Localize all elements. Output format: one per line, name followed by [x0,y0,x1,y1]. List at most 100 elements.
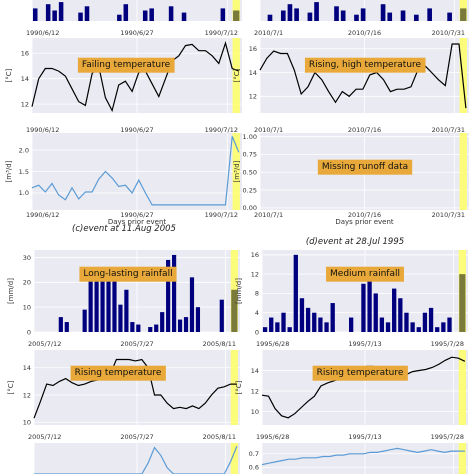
panel-d-rain: 0 4 8 12 16 [mm/d] 1995/6/28 1995/7/13 1995/7/28… [235,250,468,348]
series-line [31,136,240,206]
rain-bar [148,327,153,332]
rain-bar [293,254,298,332]
rain-bar [416,327,421,332]
event-rain-bar [231,289,238,332]
annotation-note: Missing runoff data [322,162,408,172]
x-tick-label: 1990/7/12 [205,126,238,134]
annotation-note: Rising temperature [75,368,162,378]
rain-bar [195,307,201,332]
rain-bar [160,312,165,332]
annotation-box [77,57,175,73]
rain-bar [269,317,274,332]
panel-a-temp: 12 14 16 [°C] 1990/6/12 1990/6/27 1990/7/12 Fai… [5,38,242,134]
y-tick-label: 2.0 [19,146,29,154]
rain-bar [441,322,446,332]
rain-bar [314,2,319,21]
y-tick-label: 12 [251,270,259,278]
rain-bar [118,304,123,332]
rain-bar [287,327,292,332]
rain-bar [287,4,293,21]
y-tick-label: 10 [251,408,259,416]
panel-c-runoff [33,443,240,474]
annotation-note: Rising, high temperature [309,60,422,70]
y-tick-label: 16 [21,50,29,58]
y-axis-label: [°C] [233,68,241,82]
caption-c: (c)event at 11.Aug 2005 [72,224,176,234]
x-tick-label: 2005/7/12 [28,340,61,348]
rain-bar [58,317,63,332]
rain-bar [172,254,177,332]
y-tick-label: 12 [251,387,259,395]
panel-c-rain: 0 10 20 30 [mm/d] 2005/7/12 2005/7/27 2005/8/11… [7,250,240,348]
rain-bar [387,12,393,21]
event-highlight [230,443,238,474]
rain-bar [385,322,391,332]
rain-bar [154,324,159,332]
rain-bar [112,274,117,332]
x-tick-label: 2005/8/11 [203,340,236,348]
y-tick-label: 1.0 [19,189,29,197]
series-line [259,43,467,109]
x-tick-label: 2005/7/27 [120,340,153,348]
y-tick-label: 30 [23,254,31,262]
rain-bar [82,309,87,332]
y-tick-label: 0 [255,328,259,336]
y-tick-label: 0.7 [249,450,259,458]
y-tick-label: 16 [251,251,259,259]
rain-bar [318,317,323,332]
rain-bar [354,14,359,21]
series-line [31,40,240,113]
y-axis-label: [mm/d] [7,278,15,304]
x-tick-label: 1990/6/12 [26,211,59,219]
y-tick-label: 0.50 [243,169,257,177]
rain-bar [136,324,141,332]
annotation-box [79,266,177,282]
y-tick-label: 12 [23,391,31,399]
rain-bar [348,317,354,332]
rain-bar [435,327,440,332]
rain-bar [428,307,434,332]
rain-bar [267,14,273,21]
event-rain-bar [459,274,466,332]
rain-bar [130,322,135,332]
y-tick-label: 20 [23,279,31,287]
rain-bar [32,8,38,21]
x-tick-label: 2010/7/31 [432,126,465,134]
rain-bar [400,10,406,21]
x-tick-label: 1990/6/27 [120,29,153,37]
rain-bar [373,293,378,332]
rain-bar [367,274,372,332]
rain-bar [219,299,224,332]
x-tick-label: 2010/7/31 [432,211,465,219]
y-axis-label: [m³/d] [233,160,241,182]
event-highlight [459,133,467,210]
rain-bar [183,317,189,332]
x-tick-label: 1995/7/13 [348,340,381,348]
y-axis-label: [m³/d] [5,160,13,182]
y-tick-label: 14 [23,364,31,372]
x-tick-label: 2005/7/27 [120,433,153,441]
rain-bar [262,327,268,332]
y-tick-label: 16 [249,45,257,53]
annotation-box [326,266,404,282]
event-rain-bar [233,10,240,21]
rain-bar [334,6,339,21]
x-tick-label: 1990/6/27 [120,211,153,219]
rain-bar [305,307,311,332]
rain-bar [447,317,452,332]
y-tick-label: 10 [23,419,31,427]
panel-b-runoff: 0.00 0.25 0.50 0.75 1.00 [m³/d] 2010/7/1 2010/7… [233,133,469,226]
x-tick-label: 2010/7/1 [254,29,283,37]
x-tick-label: 1995/7/13 [348,433,381,441]
rain-bar [168,6,174,21]
rain-bar [124,289,129,332]
panel-a-runoff: 1.0 1.5 2.0 [m³/d] 1990/6/12 1990/6/27 1990/7/… [5,133,242,226]
event-highlight [458,350,466,425]
y-tick-label: 14 [251,367,259,375]
event-highlight [230,350,238,425]
rain-bar [45,4,51,21]
y-axis-label: [°C] [235,380,243,394]
x-tick-label: 2010/7/1 [254,211,283,219]
rain-bar [88,277,93,332]
annotation-box [70,365,166,381]
